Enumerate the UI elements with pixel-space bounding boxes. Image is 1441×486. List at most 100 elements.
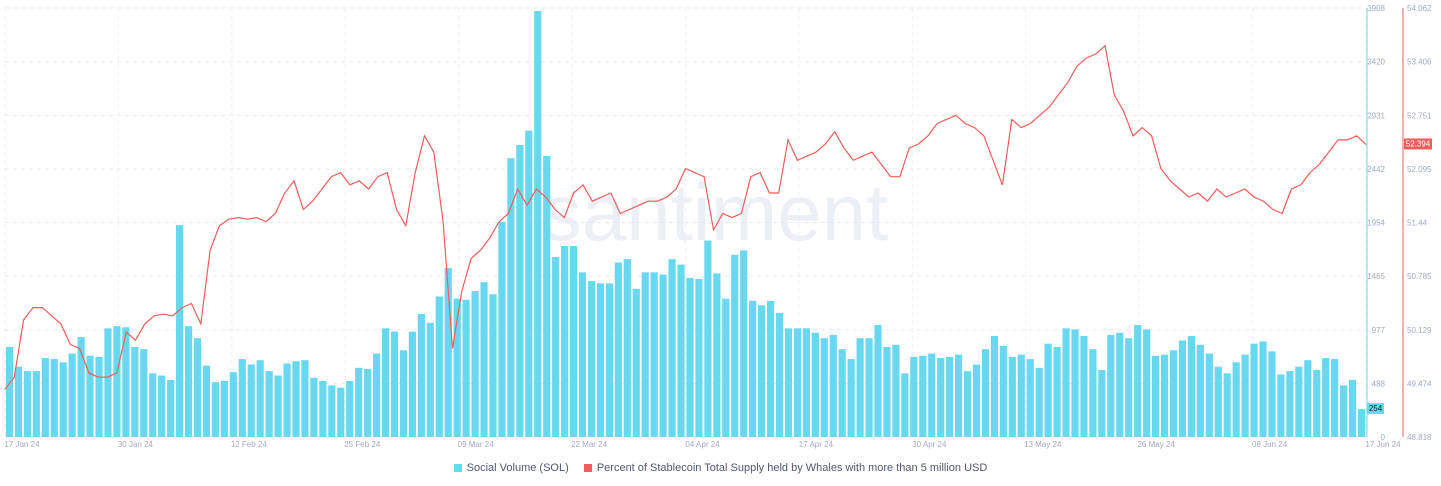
bar [1017,354,1025,437]
bar [1205,353,1213,437]
bar [77,337,85,437]
bar [1178,340,1187,437]
bar [328,385,336,437]
bar [202,365,211,437]
bar [1169,350,1178,437]
x-tick-label: 04 Apr 24 [685,440,720,449]
bar [5,346,14,437]
bar [1044,343,1052,437]
bar-series [5,11,1366,438]
bar [1304,360,1312,437]
bar [766,300,775,437]
bar [1259,341,1267,437]
bar [1125,338,1133,437]
legend-label: Percent of Stablecoin Total Supply held … [596,462,988,474]
bar [704,240,712,437]
bar [1107,334,1115,437]
y-left-tick-label: 977 [1372,326,1386,335]
x-tick-label: 09 Mar 24 [458,440,495,449]
bar [220,381,228,437]
bar [561,245,569,437]
x-tick-label: 17 Jan 24 [4,440,40,449]
bar [1295,366,1303,437]
bar [990,336,998,437]
legend-item-whales[interactable]: Percent of Stablecoin Total Supply held … [583,462,988,474]
bar [937,357,945,437]
bar [265,371,273,437]
bar [373,353,381,437]
bar [1331,359,1339,437]
bar [659,274,667,437]
bar [1340,385,1348,437]
bar [1277,374,1285,437]
bar [695,278,703,437]
x-tick-label: 26 May 24 [1137,440,1175,449]
y-right-tick-label: 50.129 [1407,326,1432,335]
bar [722,298,730,437]
x-tick-label: 30 Apr 24 [912,440,947,449]
bar [301,360,309,437]
y-right-tick-label: 51.44 [1407,219,1428,228]
bar [193,338,202,437]
y-right-tick-label: 52.751 [1407,111,1432,120]
bar [650,272,658,437]
bar-last-value-label: 254 [1369,404,1383,413]
bar [1196,344,1204,437]
bar [928,353,936,437]
x-axis: 17 Jan 24 30 Jan 24 12 Feb 24 25 Feb 24 09 M… [4,440,1401,449]
bar [462,299,470,437]
watermark: santiment [542,168,889,257]
bar [14,366,23,437]
bar [820,338,828,437]
bar [1187,336,1195,437]
bar [874,325,882,437]
bar [1053,346,1061,437]
left-y-axis: 0 488 977 1465 1954 2442 2931 3420 3908 [1366,4,1386,442]
bar [50,359,58,437]
bar [1223,373,1231,437]
line-last-value-label: 52.394 [1406,139,1431,148]
bar [1286,371,1294,437]
bar [981,349,990,437]
bar [883,346,891,437]
bar [283,363,291,437]
bar [946,356,954,437]
bar [999,345,1007,437]
bar [919,355,927,437]
bar [346,381,354,437]
bar [1214,366,1222,437]
bar [525,130,533,437]
bar [1143,329,1151,437]
bar [847,359,855,437]
y-left-tick-label: 1465 [1367,272,1385,281]
bar [740,250,748,437]
bar [1080,336,1088,437]
bar [856,338,864,437]
bar [543,155,551,438]
x-tick-label: 08 Jun 24 [1252,440,1288,449]
bar [1134,325,1142,437]
chart: santiment 0 488 977 1465 1954 2442 2931 3420 390… [4,4,1432,449]
bar [444,267,452,437]
x-tick-label: 22 Mar 24 [571,440,608,449]
bar [784,328,793,437]
bar [426,322,434,437]
legend-item-social-volume[interactable]: Social Volume (SOL) [453,462,569,474]
y-left-tick-label: 3908 [1367,4,1385,13]
bar [408,331,416,437]
bar [167,379,175,437]
bar [68,353,76,437]
x-tick-label: 12 Feb 24 [231,440,268,449]
bar [892,344,900,437]
bar [355,367,363,437]
bar [113,326,121,437]
bar [1089,349,1097,437]
bar [534,11,542,437]
x-tick-label: 17 Jun 24 [1365,440,1401,449]
bar [480,282,488,437]
bar [686,277,694,437]
bar [95,356,103,437]
bar [677,264,685,437]
y-left-tick-label: 0 [1381,433,1386,442]
bar [417,314,425,437]
